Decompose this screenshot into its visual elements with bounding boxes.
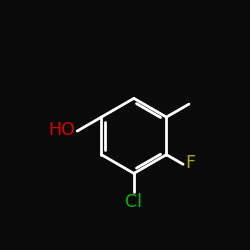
Text: F: F xyxy=(186,154,196,172)
Text: HO: HO xyxy=(48,121,75,139)
Text: Cl: Cl xyxy=(126,193,142,211)
